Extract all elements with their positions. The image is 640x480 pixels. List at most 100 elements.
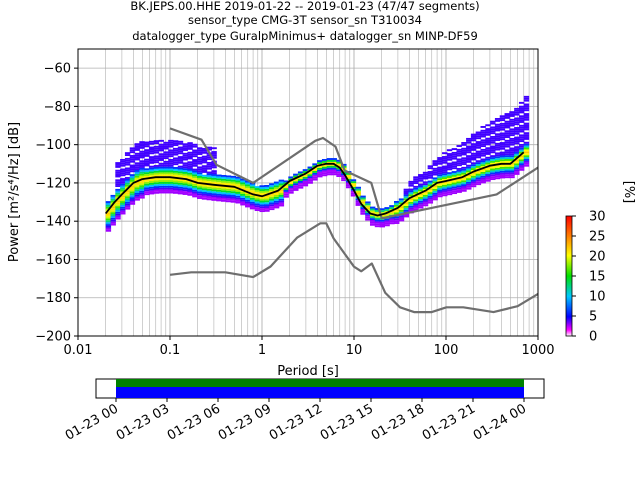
heatmap-cell [413,182,419,184]
heatmap-cell [139,166,145,168]
heatmap-cell [201,174,208,177]
heatmap-cell [446,177,453,180]
heatmap-cell [490,137,496,140]
heatmap-cell [389,212,395,215]
heatmap-cell [115,208,121,210]
heatmap-cell [225,186,232,189]
heatmap-cell [466,157,472,159]
heatmap-cell [168,189,174,192]
heatmap-cell [379,212,385,215]
heatmap-cell [442,156,448,158]
heatmap-cell [523,162,530,165]
heatmap-cell [518,136,525,139]
heatmap-cell [509,147,515,150]
heatmap-cell [312,176,318,179]
heatmap-cell [408,188,414,191]
heatmap-cell [153,186,160,189]
heatmap-cell [206,163,213,166]
heatmap-cell [446,154,453,157]
heatmap-cell [461,189,467,192]
heatmap-cell [163,187,169,190]
heatmap-cell [490,160,496,163]
heatmap-cell [134,147,140,149]
heatmap-cell [470,139,477,142]
heatmap-cell [293,181,299,184]
heatmap-cell [230,179,237,182]
heatmap-cell [523,155,530,158]
heatmap-cell [432,173,438,176]
heatmap-cell [168,145,174,148]
heatmap-cell [172,167,179,169]
heatmap-cell [341,163,347,166]
heatmap-cell [235,186,241,189]
heatmap-cell [235,197,241,200]
heatmap-cell [163,191,169,194]
heatmap-cell [432,198,438,201]
heatmap-cell [139,141,145,144]
heatmap-cell [403,190,410,193]
heatmap-cell [365,214,371,217]
heatmap-cell [273,181,280,184]
heatmap-cell [196,187,203,190]
heatmap-cell [422,204,429,207]
heatmap-cell [456,179,462,182]
heatmap-cell [437,191,443,194]
heatmap-cell [475,144,482,147]
heatmap-cell [326,171,333,174]
heatmap-cell [148,150,155,153]
heatmap-cell [134,177,140,180]
heatmap-cell [139,188,145,191]
heatmap-cell [182,193,188,195]
heatmap-cell [504,139,510,142]
heatmap-cell [345,176,352,179]
heatmap-cell [374,223,381,226]
heatmap-cell [461,170,467,173]
heatmap-cell [144,193,150,196]
x-axis-ticks: 0.01 0.1 1 10 100 1000 [64,336,555,358]
heatmap-cell [264,198,270,201]
heatmap-cell [163,145,169,148]
heatmap-cell [148,188,155,191]
heatmap-cell [288,187,294,190]
heatmap-cell [369,208,376,211]
heatmap-cell [172,144,179,146]
heatmap-cell [158,157,164,160]
heatmap-cell [413,191,419,194]
heatmap-cell [163,164,169,167]
heatmap-cell [466,174,472,177]
heatmap-cell [192,149,198,152]
heatmap-cell [129,176,136,178]
heatmap-cell [187,188,193,191]
heatmap-cell [418,174,424,176]
heatmap-cell [475,135,482,138]
heatmap-cell [518,140,525,143]
heatmap-cell [499,126,506,129]
heatmap-cell [124,184,131,187]
heatmap-cell [163,183,169,186]
heatmap-cell [225,194,232,197]
heatmap-cell [307,176,313,179]
heatmap-cell [153,168,160,171]
heatmap-cell [120,204,126,207]
heatmap-cell [273,193,280,195]
heatmap-cell [182,173,188,176]
heatmap-cell [201,165,208,168]
heatmap-cell [466,181,472,184]
heatmap-cell [480,145,486,148]
heatmap-cell [168,178,174,181]
heatmap-cell [139,154,145,157]
heatmap-cell [514,140,520,143]
heatmap-cell [475,154,482,157]
heatmap-cell [403,192,410,195]
heatmap-cell [446,191,453,194]
heatmap-cell [437,185,443,188]
heatmap-cell [230,175,237,178]
heatmap-cell [475,167,482,170]
heatmap-cell [225,192,232,195]
heatmap-cell [408,203,414,206]
heatmap-cell [461,184,467,187]
heatmap-cell [225,179,232,182]
heatmap-cell [206,177,213,180]
y-tick-label: −100 [35,138,71,153]
